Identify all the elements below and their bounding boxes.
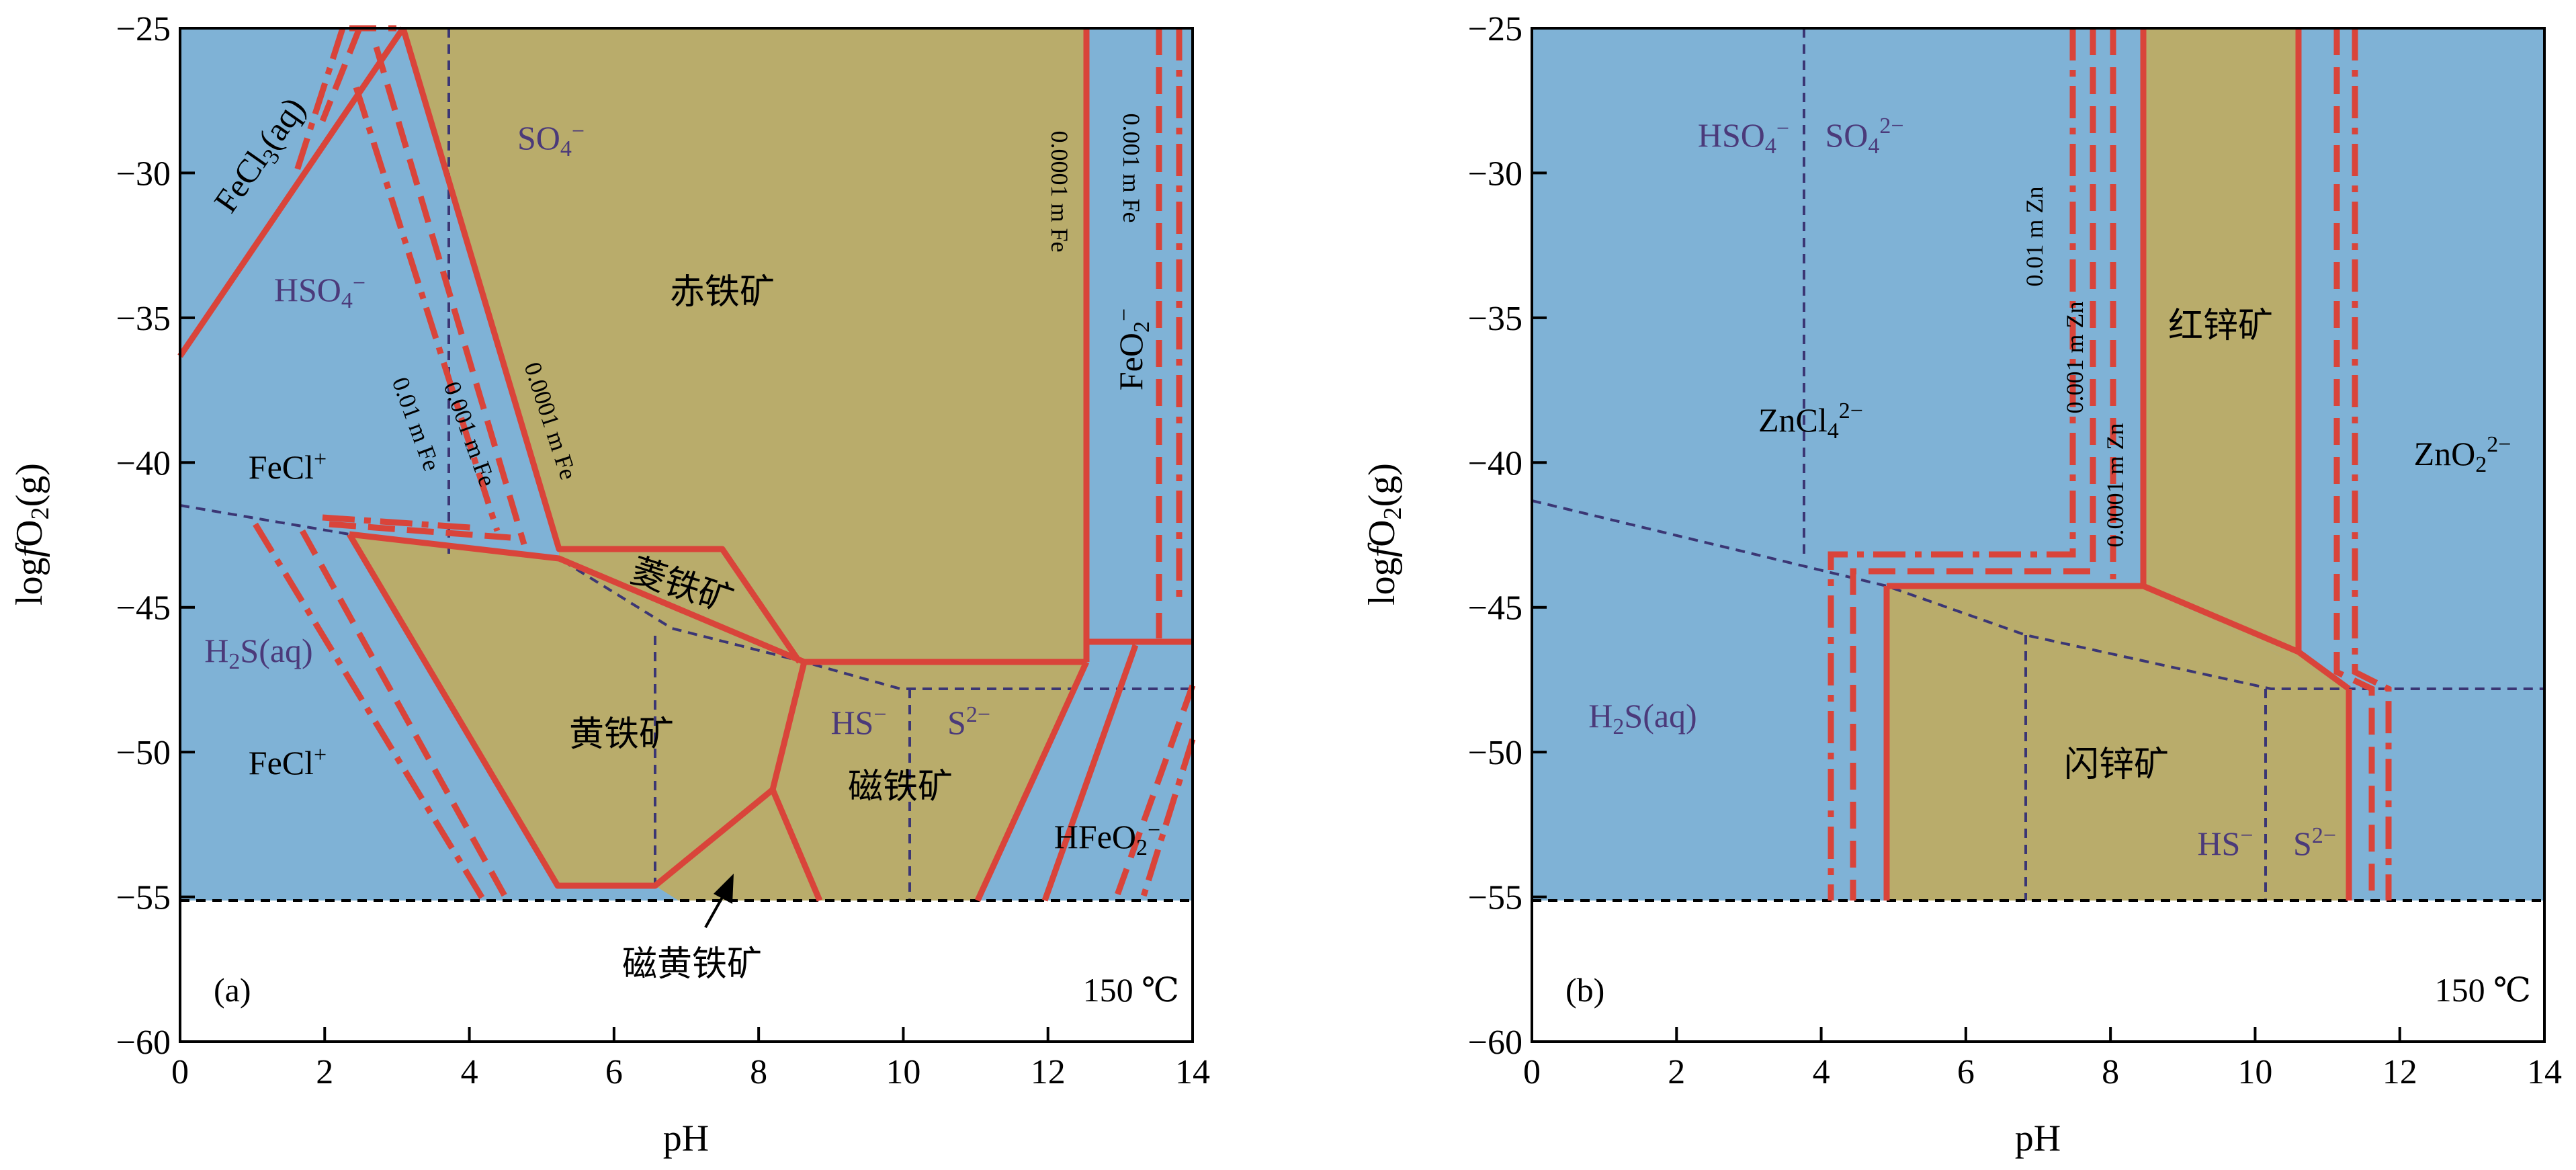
x-tick-label: 4: [461, 1053, 478, 1091]
panel-a-y-axis-title: logfO2(g): [9, 463, 54, 605]
conc-label-a-00001-right: 0.0001 m Fe: [1046, 130, 1073, 252]
species-h2s-b: H2S(aq): [1588, 697, 1697, 739]
x-tick-label: 12: [1031, 1053, 1066, 1091]
panel-a-boundaries: [177, 26, 1193, 902]
x-tick-label: 10: [2237, 1053, 2272, 1091]
panel-b: 0 2 4 6 8 10 12 14 −25−30−35−40−45−50−55−60 pH …: [1361, 10, 2562, 1159]
magnetite-field: [773, 662, 1086, 901]
x-tick-label: 8: [750, 1053, 767, 1091]
y-tick-label: −25: [1468, 10, 1522, 48]
panel-b-tag: (b): [1565, 971, 1604, 1009]
y-tick-label: −40: [116, 444, 171, 483]
mineral-label-pyrite: 黄铁矿: [569, 714, 674, 755]
y-tick-label: −60: [1468, 1023, 1522, 1062]
panel-a-below-floor: [180, 901, 1193, 1042]
panel-b-below-floor: [1532, 901, 2544, 1042]
conc-label-a-0001-right: 0.001 m Fe: [1118, 113, 1145, 222]
pyrite-field: [349, 534, 804, 886]
panel-b-boundaries: [1883, 28, 2352, 901]
panel-a-tag: (a): [214, 971, 251, 1009]
mineral-label-magnetite: 磁铁矿: [848, 767, 953, 807]
panel-a-x-axis-title: pH: [663, 1118, 709, 1159]
aq-label-fecl-upper: FeCl+: [249, 447, 327, 486]
conc-label-b-0001: 0.001 m Zn: [2061, 302, 2088, 414]
panel-b-plot-frame: [1531, 27, 2546, 1043]
aq-label-fecl-lower: FeCl+: [249, 743, 327, 782]
y-tick-label: −25: [116, 10, 171, 48]
aq-label-zno2: ZnO22−: [2414, 432, 2511, 477]
y-tick-label: −40: [1468, 444, 1522, 483]
y-tick-label: −45: [116, 589, 171, 628]
y-tick-label: −35: [116, 300, 171, 338]
y-tick-label: −50: [1468, 734, 1522, 772]
panel-a-y-ticks: −25 −30 −35 −40 −45 −50 −55 −60: [116, 10, 195, 1062]
species-hs-a: HS−: [830, 702, 886, 741]
x-tick-label: 2: [316, 1053, 333, 1091]
x-tick-label: 0: [171, 1053, 189, 1091]
y-tick-label: −35: [1468, 300, 1522, 338]
x-tick-label: 14: [2527, 1053, 2562, 1091]
pyrrhotite-arrow: [704, 874, 734, 928]
x-tick-label: 6: [1957, 1053, 1975, 1091]
hematite-field: [403, 28, 1086, 662]
x-tick-label: 8: [2102, 1053, 2119, 1091]
x-tick-label: 10: [886, 1053, 920, 1091]
panel-a-plot-frame: [179, 27, 1194, 1043]
conc-label-b-00001: 0.0001 m Zn: [2102, 423, 2129, 548]
mineral-label-sphalerite: 闪锌矿: [2064, 745, 2169, 785]
mineral-label-pyrrhotite: 磁黄铁矿: [622, 944, 762, 985]
panel-b-y-ticks: −25 −30 −35 −40 −45 −50 −55 −60: [1468, 10, 1547, 1062]
y-tick-label: −50: [116, 734, 171, 772]
mineral-label-hematite: 赤铁矿: [670, 272, 775, 312]
y-tick-label: −55: [116, 879, 171, 917]
y-tick-label: −30: [1468, 155, 1522, 193]
panel-b-sulfur-guides: [1531, 28, 2544, 901]
sphalerite-field: [1887, 586, 2349, 901]
panel-a: 0 2 4 6 8 10 12 14 −25−30−35−40−45−50−55−60 pH …: [9, 10, 1210, 1159]
y-tick-label: −55: [1468, 879, 1522, 917]
mineral-label-zincite: 红锌矿: [2168, 306, 2273, 346]
x-tick-label: 4: [1813, 1053, 1830, 1091]
panel-b-x-ticks: 0 2 4 6 8 10 12 14: [1523, 1027, 2562, 1091]
panel-a-temperature: 150 ℃: [1083, 971, 1179, 1009]
x-tick-label: 6: [605, 1053, 623, 1091]
species-s2-b: S2−: [2293, 823, 2336, 862]
x-tick-label: 2: [1668, 1053, 1685, 1091]
pyrrhotite-field: [655, 790, 820, 901]
panel-a-x-ticks: 0 2 4 6 8 10 12 14: [171, 1027, 1210, 1091]
conc-label-b-001: 0.01 m Zn: [2021, 187, 2048, 287]
y-tick-label: −45: [1468, 589, 1522, 628]
species-h2s-a: H2S(aq): [204, 632, 312, 674]
panel-b-x-axis-title: pH: [2015, 1118, 2061, 1159]
panel-a-contours: [253, 25, 1196, 903]
y-tick-label: −60: [116, 1023, 171, 1062]
y-tick-label: −30: [116, 155, 171, 193]
panel-b-contours: [1828, 28, 2392, 901]
x-tick-label: 0: [1523, 1053, 1541, 1091]
x-tick-label: 14: [1175, 1053, 1210, 1091]
panel-b-y-axis-title: logfO2(g): [1361, 463, 1407, 605]
panel-b-temperature: 150 ℃: [2435, 971, 2531, 1009]
x-tick-label: 12: [2382, 1053, 2417, 1091]
